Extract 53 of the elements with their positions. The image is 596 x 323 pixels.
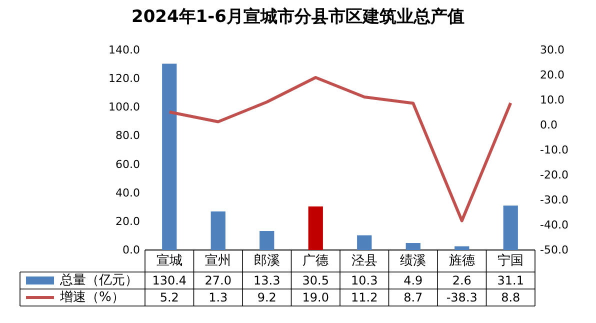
x-tick-label: 宁国 [498, 252, 524, 268]
x-tick-label: 宣城 [156, 252, 182, 268]
x-tick-label: 绩溪 [400, 254, 426, 268]
data-label: 130.4 [152, 274, 187, 288]
data-label: 8.7 [404, 290, 423, 304]
line-series [168, 76, 512, 222]
data-label: 19.0 [302, 290, 329, 304]
data-label: 4.9 [404, 274, 423, 288]
y-tick-label: 20.0 [116, 214, 140, 228]
y2-tick-label: 10.0 [540, 94, 564, 106]
data-label: 27.0 [204, 274, 232, 288]
x-tick-label: 宣州 [205, 252, 232, 268]
x-tick-label: 广德 [302, 254, 329, 268]
y2-tick-label: -20.0 [540, 168, 568, 182]
bar [503, 206, 518, 250]
y-tick-label: 40.0 [116, 186, 140, 200]
bar [357, 235, 372, 250]
legend-label: 增速（%） [59, 290, 124, 305]
y2-tick-label: -30.0 [540, 194, 568, 206]
y2-tick-label: -50.0 [540, 244, 568, 256]
data-label: 10.3 [351, 274, 378, 288]
y-tick-label: 120.0 [108, 72, 140, 86]
y2-tick-label: 20.0 [540, 68, 564, 82]
y-tick-label: 100.0 [108, 100, 140, 114]
data-label: 8.8 [501, 290, 520, 304]
bar [260, 231, 274, 250]
data-label: 13.3 [254, 274, 280, 288]
y-tick-label: 0.0 [122, 244, 140, 256]
bar [308, 206, 323, 250]
data-label: 9.2 [257, 290, 276, 304]
x-tick-label: 泾县 [351, 254, 378, 268]
data-label: -38.3 [446, 290, 478, 304]
y2-tick-label: -10.0 [540, 144, 568, 156]
y2-tick-label: 30.0 [540, 44, 564, 56]
chart-title: 2024年1-6月宣城市分县市区建筑业总产值 [131, 7, 465, 27]
data-label: 30.5 [302, 274, 329, 288]
x-tick-label: 郎溪 [254, 252, 280, 268]
data-label: 11.2 [351, 290, 378, 304]
bar [210, 211, 226, 250]
y-tick-label: 80.0 [116, 129, 140, 142]
data-label: 5.2 [160, 290, 179, 304]
y2-tick-label: -40.0 [540, 218, 568, 232]
y-tick-label: 60.0 [116, 158, 140, 171]
y-tick-label: 140.0 [108, 44, 140, 56]
bar [406, 243, 420, 250]
x-tick-label: 旌德 [448, 254, 475, 268]
bar [454, 246, 470, 250]
data-label: 2.6 [452, 274, 472, 288]
y2-tick-label: 0.0 [540, 118, 558, 132]
data-label: 1.3 [208, 290, 228, 304]
data-label: 31.1 [497, 274, 524, 288]
bar [162, 64, 177, 250]
legend-label: 总量（亿元） [59, 273, 138, 288]
